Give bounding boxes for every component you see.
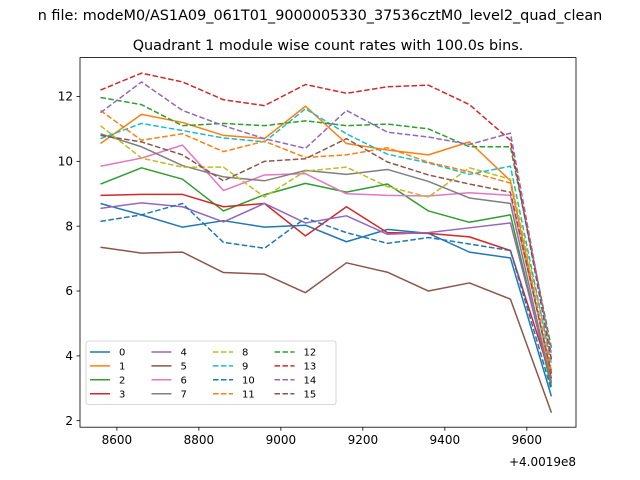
legend-label-2: 2 — [119, 375, 125, 386]
legend-label-9: 9 — [242, 362, 248, 373]
series-line-12 — [100, 96, 553, 348]
y-tick-label: 8 — [65, 219, 73, 233]
series-line-15 — [100, 134, 553, 374]
legend-label-8: 8 — [242, 348, 248, 359]
legend-label-0: 0 — [119, 348, 125, 359]
series-line-1 — [100, 105, 553, 379]
legend-label-15: 15 — [304, 389, 317, 400]
legend-label-5: 5 — [181, 362, 187, 373]
series-line-3 — [100, 193, 553, 379]
x-tick-label: 9600 — [512, 433, 543, 447]
legend-label-12: 12 — [304, 348, 317, 359]
legend-label-10: 10 — [242, 375, 255, 386]
legend-label-13: 13 — [304, 362, 317, 373]
y-tick-label: 10 — [58, 155, 73, 169]
axes-frame — [79, 57, 577, 428]
series-line-13 — [100, 72, 553, 360]
legend-label-6: 6 — [181, 375, 187, 386]
legend-label-14: 14 — [304, 375, 317, 386]
series-line-2 — [100, 167, 553, 387]
series-line-8 — [100, 125, 553, 361]
x-tick-label: 8800 — [184, 433, 215, 447]
x-tick-label: 9000 — [266, 433, 297, 447]
y-tick-label: 6 — [65, 284, 73, 298]
legend-box — [85, 340, 337, 405]
y-tick-label: 4 — [65, 349, 73, 363]
series-line-11 — [100, 109, 553, 371]
series-line-10 — [100, 202, 553, 391]
legend-label-7: 7 — [181, 389, 187, 400]
legend-label-1: 1 — [119, 362, 125, 373]
series-line-5 — [100, 246, 553, 413]
legend-label-11: 11 — [242, 389, 255, 400]
x-tick-label: 9200 — [348, 433, 379, 447]
series-line-0 — [100, 202, 553, 397]
x-tick-label: 8600 — [102, 433, 133, 447]
legend-label-3: 3 — [119, 389, 125, 400]
y-tick-label: 2 — [65, 414, 73, 428]
x-tick-label: 9400 — [430, 433, 461, 447]
series-line-7 — [100, 133, 553, 384]
figure-suptitle: n file: modeM0/AS1A09_061T01_9000005330_… — [38, 8, 603, 24]
series-layer — [100, 72, 553, 413]
series-line-14 — [100, 81, 553, 355]
y-tick-label: 12 — [58, 90, 73, 104]
chart-title: Quadrant 1 module wise count rates with … — [133, 38, 524, 54]
legend-label-4: 4 — [181, 348, 187, 359]
series-line-6 — [100, 144, 553, 373]
x-offset-label: +4.0019e8 — [509, 455, 576, 469]
